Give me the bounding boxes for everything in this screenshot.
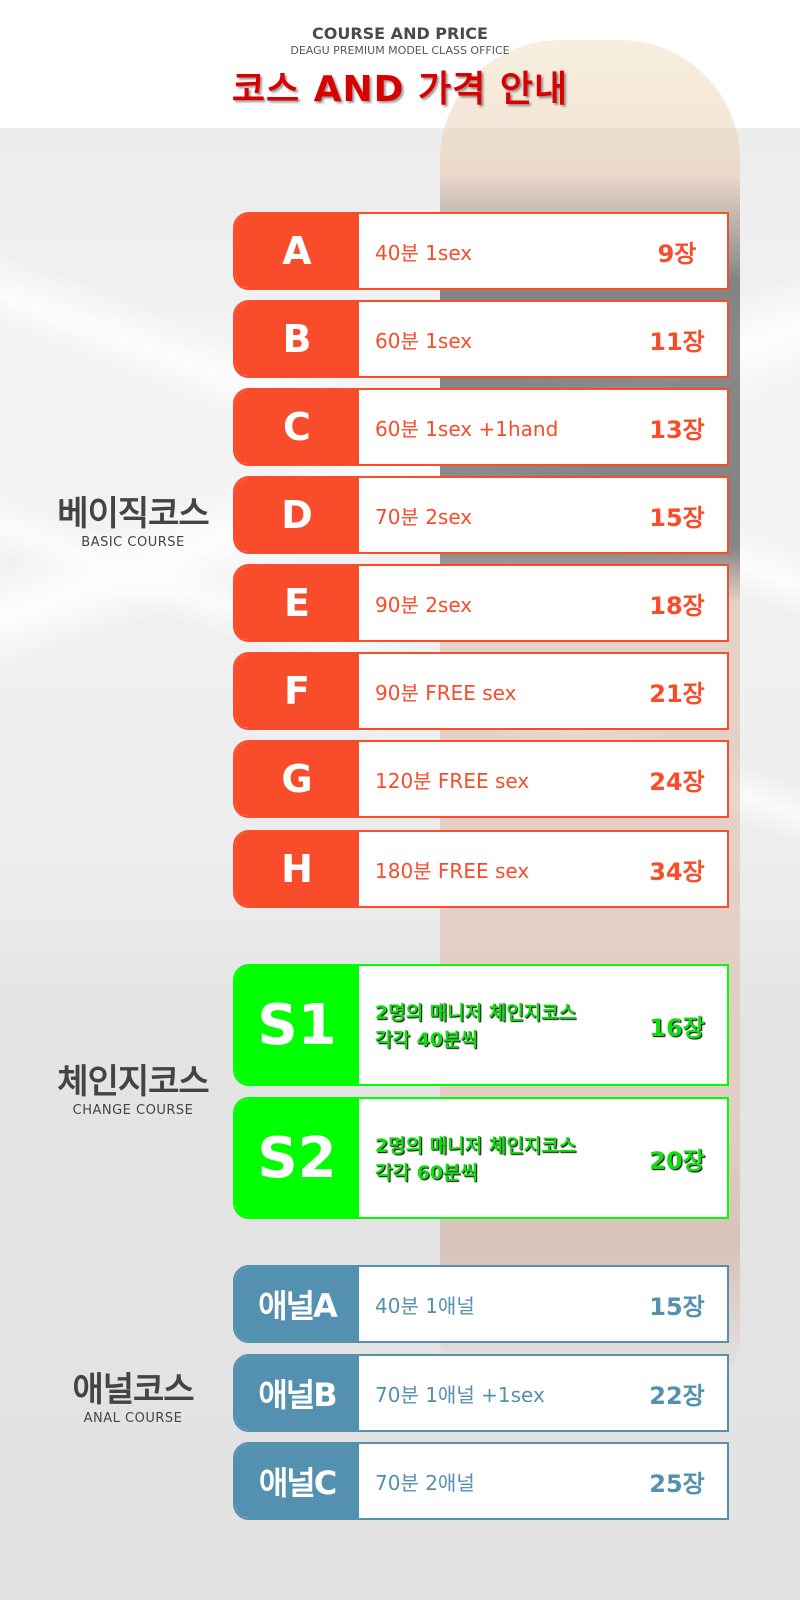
course-code: 애널A xyxy=(235,1267,359,1341)
section-title: 베이직코스 xyxy=(57,494,209,534)
page-title: 코스 AND 가격 안내 xyxy=(231,69,569,110)
section-label-change: 체인지코스 CHANGE COURSE xyxy=(33,1054,233,1118)
section-label-basic: 베이직코스 BASIC COURSE xyxy=(33,486,233,550)
course-code: C xyxy=(235,390,359,464)
course-description: 70분 1애널 +1sex xyxy=(375,1382,545,1407)
course-code: G xyxy=(235,742,359,816)
course-description: 70분 2애널 xyxy=(375,1470,475,1495)
section-subtitle: ANAL COURSE xyxy=(83,1411,183,1426)
course-price: 15장 xyxy=(649,503,705,532)
course-code: 애널B xyxy=(235,1356,359,1430)
course-card: A 40분 1sex 9장 xyxy=(233,212,729,290)
course-price: 9장 xyxy=(657,239,697,268)
course-card: 애널C 70분 2애널 25장 xyxy=(233,1442,729,1520)
course-price: 13장 xyxy=(649,415,705,444)
description-line: 2명의 매니저 체인지코스 xyxy=(375,1002,577,1024)
course-description: 90분 2sex xyxy=(375,592,473,617)
header-office: DEAGU PREMIUM MODEL CLASS OFFICE xyxy=(290,44,510,57)
course-price: 21장 xyxy=(649,679,705,708)
course-card: 애널A 40분 1애널 15장 xyxy=(233,1265,729,1343)
course-code: D xyxy=(235,478,359,552)
course-price: 18장 xyxy=(649,591,705,620)
course-card: B 60분 1sex 11장 xyxy=(233,300,729,378)
course-price: 34장 xyxy=(649,857,705,886)
course-card: C 60분 1sex +1hand 13장 xyxy=(233,388,729,466)
course-price: 24장 xyxy=(649,767,705,796)
course-code: S1 xyxy=(235,966,359,1084)
course-price: 15장 xyxy=(649,1292,705,1321)
course-price: 22장 xyxy=(649,1381,705,1410)
course-card: E 90분 2sex 18장 xyxy=(233,564,729,642)
course-card: S2 2명의 매니저 체인지코스 각각 60분씩 20장 xyxy=(233,1097,729,1219)
course-code: S2 xyxy=(235,1099,359,1217)
description-line: 각각 60분씩 xyxy=(375,1162,478,1184)
course-card: 애널B 70분 1애널 +1sex 22장 xyxy=(233,1354,729,1432)
course-price: 20장 xyxy=(649,1146,705,1175)
course-description: 90분 FREE sex xyxy=(375,680,517,705)
course-description: 60분 1sex xyxy=(375,328,473,353)
course-description: 120분 FREE sex xyxy=(375,768,530,793)
course-price: 16장 xyxy=(649,1013,705,1042)
course-card: F 90분 FREE sex 21장 xyxy=(233,652,729,730)
description-line: 각각 40분씩 xyxy=(375,1029,478,1051)
course-code: F xyxy=(235,654,359,728)
course-code: H xyxy=(235,832,359,906)
course-code: A xyxy=(235,214,359,288)
description-line: 2명의 매니저 체인지코스 xyxy=(375,1135,577,1157)
section-subtitle: BASIC COURSE xyxy=(81,535,185,550)
section-label-anal: 애널코스 ANAL COURSE xyxy=(33,1362,233,1426)
course-code: 애널C xyxy=(235,1444,359,1518)
header-subtitle: COURSE AND PRICE xyxy=(312,24,488,43)
section-title: 애널코스 xyxy=(72,1370,194,1410)
course-code: B xyxy=(235,302,359,376)
section-title: 체인지코스 xyxy=(57,1062,209,1102)
course-description: 40분 1sex xyxy=(375,240,473,265)
course-price: 25장 xyxy=(649,1469,705,1498)
course-price: 11장 xyxy=(649,327,705,356)
course-description: 60분 1sex +1hand xyxy=(375,416,559,441)
course-card: D 70분 2sex 15장 xyxy=(233,476,729,554)
course-description: 40분 1애널 xyxy=(375,1293,475,1318)
course-description: 70분 2sex xyxy=(375,504,473,529)
section-subtitle: CHANGE COURSE xyxy=(72,1103,194,1118)
course-description: 180분 FREE sex xyxy=(375,858,530,883)
course-card: S1 2명의 매니저 체인지코스 각각 40분씩 16장 xyxy=(233,964,729,1086)
course-card: G 120분 FREE sex 24장 xyxy=(233,740,729,818)
course-code: E xyxy=(235,566,359,640)
course-card: H 180분 FREE sex 34장 xyxy=(233,830,729,908)
